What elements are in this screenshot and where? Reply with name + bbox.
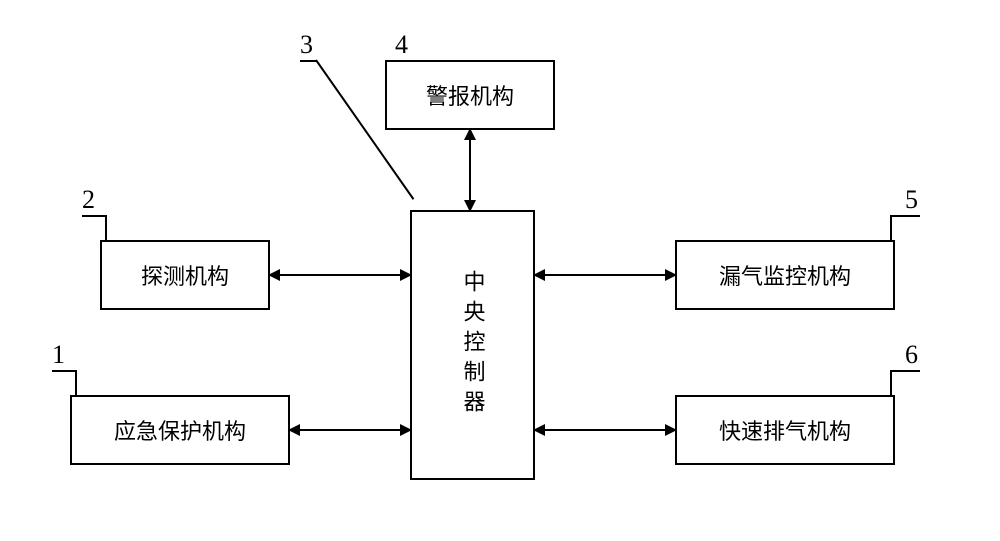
- label-1: 1: [52, 340, 65, 370]
- leader-line-4-h: [385, 60, 410, 62]
- leader-line-5-h: [890, 215, 920, 217]
- leader-line-3-h: [300, 60, 317, 62]
- emergency-protection-label: 应急保护机构: [114, 414, 246, 446]
- label-5: 5: [905, 185, 918, 215]
- arrow-detect-center: [270, 274, 410, 276]
- leader-line-6: [890, 370, 892, 396]
- label-2-number: 2: [82, 185, 95, 214]
- label-5-number: 5: [905, 185, 918, 214]
- leak-monitoring-node: 漏气监控机构: [675, 240, 895, 310]
- label-3: 3: [300, 30, 313, 60]
- label-4-number: 4: [395, 30, 408, 59]
- quick-exhaust-node: 快速排气机构: [675, 395, 895, 465]
- leader-line-2: [105, 215, 107, 241]
- label-1-number: 1: [52, 340, 65, 369]
- arrow-exhaust-center: [535, 429, 675, 431]
- detection-mechanism-node: 探测机构: [100, 240, 270, 310]
- leader-line-1-h: [52, 370, 77, 372]
- detection-mechanism-label: 探测机构: [141, 259, 229, 291]
- leader-line-2-h: [82, 215, 107, 217]
- quick-exhaust-label: 快速排气机构: [719, 414, 851, 446]
- leader-line-1: [75, 370, 77, 396]
- arrow-emergency-center: [290, 429, 410, 431]
- label-2: 2: [82, 185, 95, 215]
- central-controller-node: 中央控制器: [410, 210, 535, 480]
- alarm-mechanism-label: 警报机构: [426, 79, 514, 111]
- label-4: 4: [395, 30, 408, 60]
- leader-line-6-h: [890, 370, 920, 372]
- leader-line-5: [890, 215, 892, 241]
- leak-monitoring-label: 漏气监控机构: [719, 259, 851, 291]
- label-6-number: 6: [905, 340, 918, 369]
- arrow-alarm-center: [469, 130, 471, 210]
- central-controller-label: 中央控制器: [457, 270, 489, 420]
- label-6: 6: [905, 340, 918, 370]
- arrow-leak-center: [535, 274, 675, 276]
- alarm-mechanism-node: 警报机构: [385, 60, 555, 130]
- label-3-number: 3: [300, 30, 313, 59]
- emergency-protection-node: 应急保护机构: [70, 395, 290, 465]
